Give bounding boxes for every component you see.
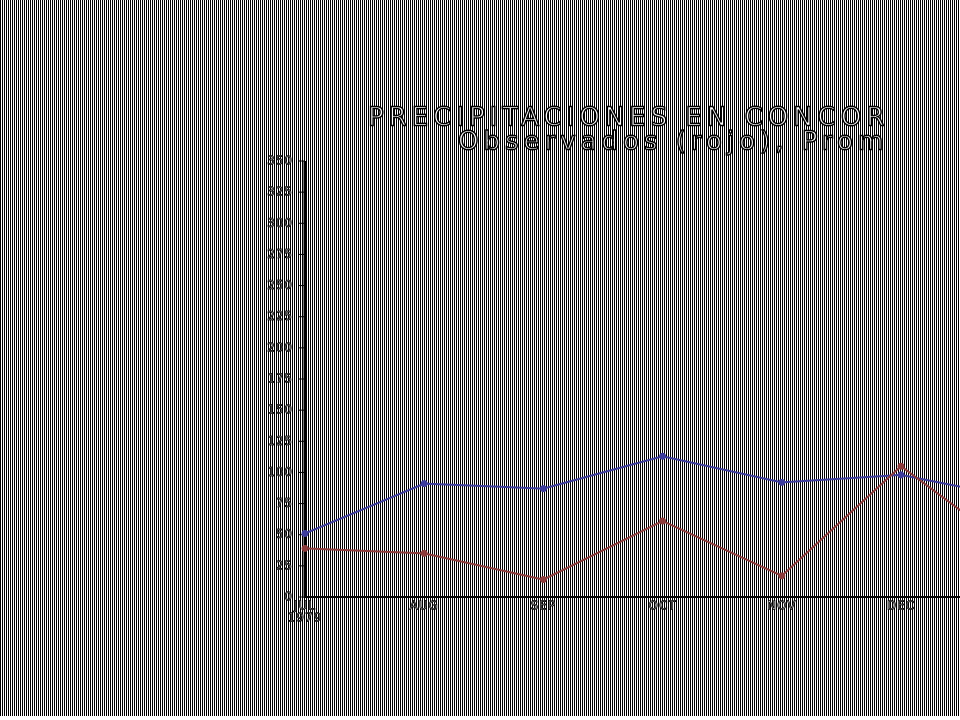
- y-tick-label: 225: [267, 309, 293, 323]
- y-tick-label: 275: [267, 247, 293, 261]
- chart-subtitle: Observados (rojo), Prom: [458, 127, 888, 157]
- point: [539, 576, 547, 584]
- point: [897, 462, 905, 470]
- point: [301, 529, 309, 537]
- y-tick-label: 50: [276, 527, 293, 541]
- y-tick-label: 250: [267, 278, 293, 292]
- y-tick-label: 100: [267, 465, 293, 479]
- y-tick-label: 300: [267, 216, 293, 230]
- x-tick-label: NOV: [767, 599, 796, 613]
- point: [659, 452, 667, 460]
- point: [301, 544, 309, 552]
- y-tick-label: 200: [267, 340, 293, 354]
- y-tick-label: 125: [267, 434, 293, 448]
- y-tick-label: 175: [267, 372, 293, 386]
- point: [778, 478, 786, 486]
- x-tick-label: AUG: [410, 599, 439, 613]
- x-tick-label: JUL: [293, 599, 316, 613]
- chart-title: PRECIPITACIONES EN CONCOR: [368, 103, 889, 133]
- x-tick-label: SEP: [531, 599, 556, 613]
- point: [778, 572, 786, 580]
- y-tick-label: 0: [284, 590, 293, 604]
- x-tick-label: OCT: [649, 599, 677, 613]
- point: [659, 517, 667, 525]
- y-tick-label: 75: [276, 496, 293, 510]
- point: [539, 485, 547, 493]
- y-tick-label: 350: [267, 154, 293, 168]
- x-tick-label: DEC: [887, 599, 915, 613]
- y-tick-label: 325: [267, 185, 293, 199]
- x-year-label: 1979: [288, 611, 323, 625]
- y-tick-label: 25: [276, 558, 293, 572]
- y-tick-label: 150: [267, 403, 293, 417]
- point: [420, 480, 428, 488]
- point: [420, 549, 428, 557]
- point: [897, 471, 905, 479]
